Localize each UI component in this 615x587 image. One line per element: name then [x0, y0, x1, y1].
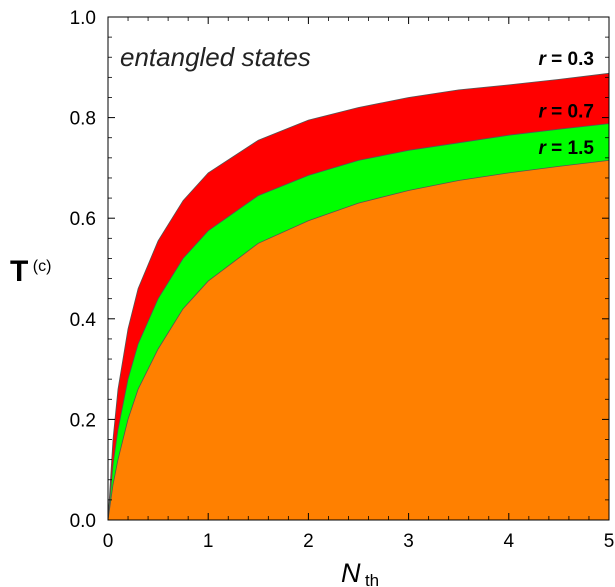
x-tick-label-0: 0 — [103, 531, 114, 552]
x-tick-label-2: 2 — [303, 531, 314, 552]
curve-series-1 — [107, 72, 610, 521]
series-label-symbol: r — [538, 102, 547, 123]
y-tick-label-4: 0.8 — [70, 109, 96, 130]
y-tick-label-5: 1.0 — [70, 8, 96, 29]
tick-group — [107, 16, 610, 521]
y-tick-label-2: 0.4 — [70, 310, 97, 331]
series-label-1: r = 0.3 — [538, 49, 593, 70]
series-label-group: r = 0.3r = 0.7r = 1.5 — [538, 49, 594, 159]
series-label-2: r = 0.7 — [538, 102, 593, 123]
x-axis-label: N th — [341, 558, 379, 587]
x-axis-label-main: N — [341, 558, 361, 587]
series-label-value: = 0.3 — [546, 49, 594, 70]
series-label-value: = 1.5 — [546, 138, 594, 159]
series-label-3: r = 1.5 — [538, 138, 594, 159]
annotation-entangled-states: entangled states — [120, 42, 311, 72]
x-axis-label-sub: th — [365, 571, 379, 587]
y-tick-label-0: 0.0 — [70, 511, 96, 532]
tick-label-group: 0 1 2 3 4 5 0.0 0.2 0.4 0.6 0.8 1.0 — [70, 8, 615, 552]
curve-series-2 — [107, 123, 610, 521]
plot-frame — [107, 16, 610, 521]
x-tick-label-1: 1 — [203, 531, 214, 552]
area-series-3 — [108, 160, 609, 520]
area-series-group — [108, 73, 609, 521]
x-tick-label-3: 3 — [403, 531, 414, 552]
x-tick-label-4: 4 — [504, 531, 515, 552]
series-label-symbol: r — [538, 138, 547, 159]
y-tick-label-3: 0.6 — [70, 209, 96, 230]
series-label-value: = 0.7 — [546, 102, 594, 123]
x-tick-label-5: 5 — [604, 531, 615, 552]
y-tick-label-1: 0.2 — [70, 410, 96, 431]
y-axis-label-sup: (c) — [33, 258, 52, 275]
curve-series-group — [107, 72, 610, 521]
curve-series-3 — [107, 160, 610, 521]
series-label-symbol: r — [538, 49, 547, 70]
y-axis-label: T (c) — [10, 255, 51, 288]
y-axis-label-main: T — [10, 255, 28, 288]
